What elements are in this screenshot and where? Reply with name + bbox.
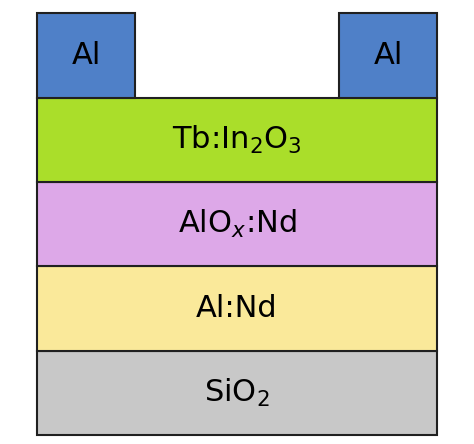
Bar [37,13,135,98]
Text: Al: Al [373,41,402,70]
Bar [37,266,437,351]
Text: AlO$_x$:Nd: AlO$_x$:Nd [178,208,296,240]
Bar [339,13,437,98]
Text: Al: Al [72,41,101,70]
Bar [37,98,437,182]
Text: Tb:In$_2$O$_3$: Tb:In$_2$O$_3$ [172,124,302,156]
Text: Al:Nd: Al:Nd [196,294,278,323]
Bar [37,182,437,266]
Text: SiO$_2$: SiO$_2$ [204,377,270,409]
Bar [37,351,437,435]
